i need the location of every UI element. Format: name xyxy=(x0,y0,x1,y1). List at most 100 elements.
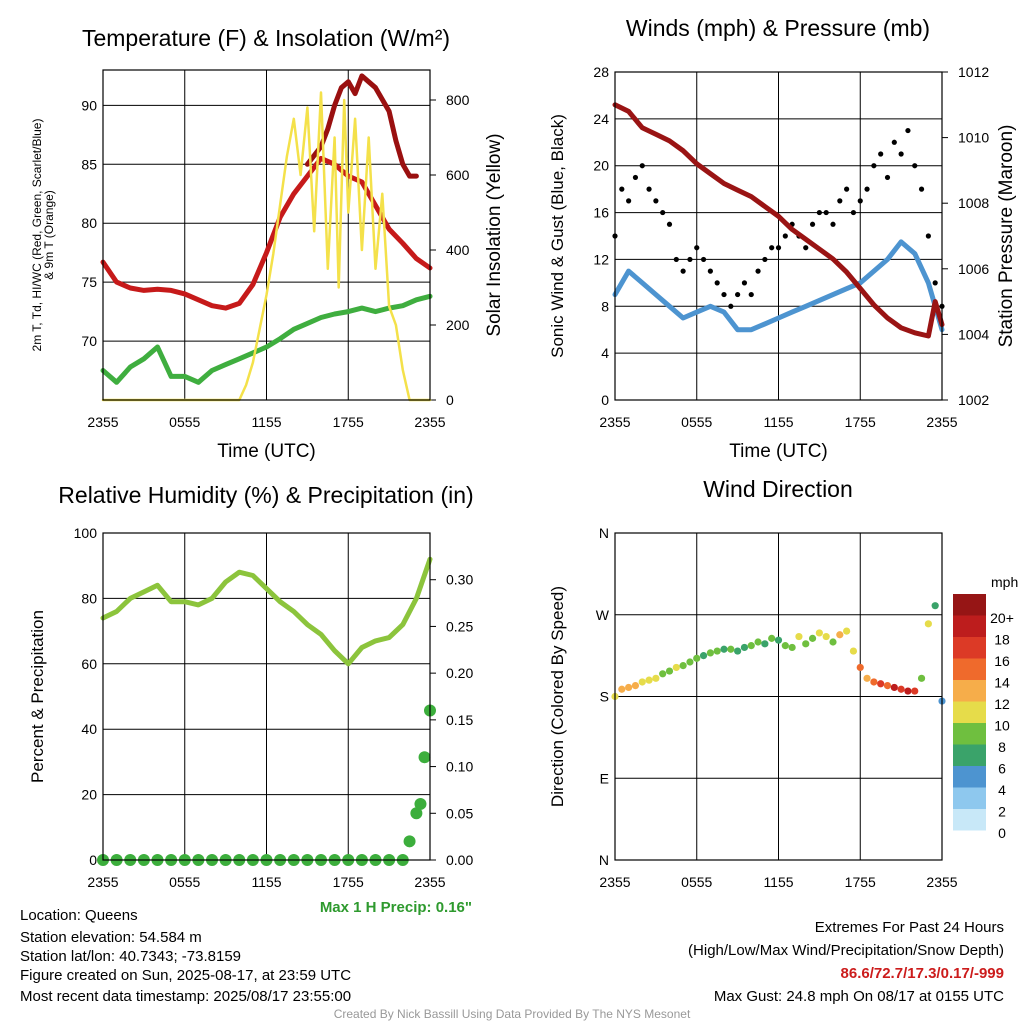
y-right-tick-label: 0.00 xyxy=(446,852,473,868)
wind-direction-point xyxy=(829,638,837,646)
colorbar-label: 20+ xyxy=(990,610,1014,626)
y-tick-label: 0 xyxy=(601,392,609,408)
panel-temperature: Temperature (F) & Insolation (W/m²)2355 0… xyxy=(30,25,505,462)
wind-direction-point xyxy=(815,629,823,637)
x-tick-label: 2355 xyxy=(87,414,118,430)
colorbar-swatch xyxy=(953,809,986,831)
gust-point xyxy=(850,209,857,216)
x-tick-label: 2355 xyxy=(599,874,630,890)
info-location: Location: Queens xyxy=(20,907,138,924)
precip-point xyxy=(410,807,423,820)
gust-point xyxy=(878,151,884,157)
colorbar-label: 2 xyxy=(998,803,1006,819)
y-right-tick-label: 1012 xyxy=(958,64,989,80)
gust-point xyxy=(660,209,666,216)
colorbar-label: 16 xyxy=(994,653,1010,669)
x-tick-label: 2355 xyxy=(87,874,118,890)
colorbar-label: 12 xyxy=(994,696,1010,712)
wind-direction-point xyxy=(931,602,939,610)
wind_speed-line xyxy=(612,239,945,333)
gust-point xyxy=(775,245,782,251)
wind-direction-point xyxy=(631,682,640,690)
wind-direction-point xyxy=(890,683,898,692)
gust-point xyxy=(666,221,673,227)
y-tick-label: 0 xyxy=(89,852,97,868)
y-right-tick-label: 400 xyxy=(446,242,470,258)
wind-direction-point xyxy=(897,685,905,693)
air_temp-line xyxy=(100,155,433,311)
y-right-tick-label: 0.20 xyxy=(446,665,473,681)
wind-direction-point xyxy=(645,676,653,684)
gust-point xyxy=(741,280,748,286)
wind-direction-point xyxy=(693,654,701,662)
x-tick-label: 2355 xyxy=(926,414,957,430)
wind-direction-point xyxy=(774,636,783,644)
extremes-legend: (High/Low/Max Wind/Precipitation/Snow De… xyxy=(688,942,1004,959)
gust-point xyxy=(714,280,720,286)
y-right-tick-label: 800 xyxy=(446,92,470,108)
heat_index-line xyxy=(304,73,419,179)
y-right-tick-label: 1004 xyxy=(958,326,989,342)
gust-point xyxy=(823,209,829,216)
y-tick-label: 75 xyxy=(81,274,97,290)
wind-direction-point xyxy=(870,678,878,686)
gust-point xyxy=(680,268,686,274)
y-right-tick-label: 0.25 xyxy=(446,618,473,634)
colorbar-swatch xyxy=(953,701,986,723)
credit-line: Created By Nick Bassill Using Data Provi… xyxy=(333,1007,691,1021)
wind-direction-point xyxy=(659,670,667,678)
gust-point xyxy=(721,291,727,298)
panel-winds: Winds (mph) & Pressure (mb) 2355 0555 1155 1… xyxy=(548,15,1017,462)
wind-direction-point xyxy=(754,638,762,646)
x-tick-label: 0555 xyxy=(681,414,712,430)
y-tick-label: 80 xyxy=(81,215,97,231)
y-right-tick-label: 0 xyxy=(446,392,454,408)
wind-direction-point xyxy=(679,662,687,670)
gust-point xyxy=(653,198,659,204)
wind-direction-point xyxy=(863,674,871,682)
y-right-tick-label: 200 xyxy=(446,317,470,333)
wind-direction-point xyxy=(802,640,810,648)
colorbar-label: 4 xyxy=(998,782,1006,798)
gust-point xyxy=(816,209,822,216)
colorbar-swatch xyxy=(953,766,986,788)
insolation-line xyxy=(101,91,432,402)
wind-direction-point xyxy=(625,683,633,692)
gust-point xyxy=(837,198,843,204)
colorbar-label: 10 xyxy=(994,717,1010,733)
wind-direction-point xyxy=(665,667,674,675)
y-right-tick-label: 600 xyxy=(446,167,470,183)
y-right-tick-label: 1010 xyxy=(958,130,989,146)
wind-direction-point xyxy=(652,674,660,682)
gust-point xyxy=(844,186,850,192)
wind-direction-point xyxy=(638,678,646,686)
wind-direction-point xyxy=(822,632,830,641)
gust-point xyxy=(830,221,836,227)
y-axis-label: Sonic Wind & Gust (Blue, Black) xyxy=(548,114,567,358)
y-axis-right-label: Solar Insolation (Yellow) xyxy=(484,133,505,336)
y-right-tick-label: 0.30 xyxy=(446,572,473,588)
wind-direction-point xyxy=(924,620,932,628)
panel-wind_direction: Wind Direction 2355 0555 1155 1755 2355 N E S W N D… xyxy=(548,476,1018,890)
wind-direction-point xyxy=(686,658,694,666)
info-latlon: Station lat/lon: 40.7343; -73.8159 xyxy=(20,948,242,965)
wind-direction-point xyxy=(849,647,858,655)
gust-point xyxy=(769,245,775,251)
y-tick-label: 70 xyxy=(81,333,97,349)
y-tick-label: 8 xyxy=(601,298,609,314)
wind-direction-point xyxy=(911,687,919,695)
humidity-line xyxy=(100,556,433,667)
wind-direction-point xyxy=(788,643,796,652)
x-tick-label: 2355 xyxy=(926,874,957,890)
gust-point xyxy=(857,198,863,204)
colorbar-label: 8 xyxy=(998,739,1006,755)
y-tick-label: 24 xyxy=(593,111,609,127)
gust-point xyxy=(782,233,788,239)
y-tick-label: N xyxy=(599,852,609,868)
wind-direction-point xyxy=(734,647,742,655)
gust-point xyxy=(891,139,897,145)
gust-point xyxy=(871,163,877,169)
humidity-title: Relative Humidity (%) & Precipitation (i… xyxy=(58,482,473,508)
wind_direction-plot-frame xyxy=(614,532,943,861)
